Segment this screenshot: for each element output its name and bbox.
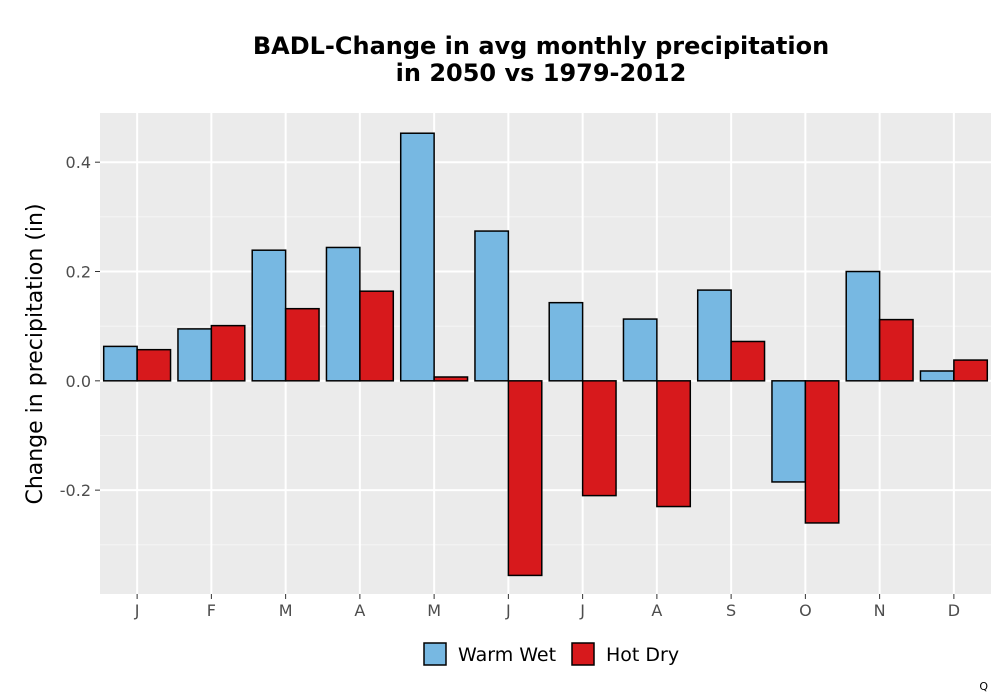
y-axis-title: Change in precipitation (in) (23, 203, 48, 504)
y-tick-label: 0.2 (66, 263, 91, 282)
minor-gridlines (100, 216, 991, 546)
chart-title-line-1: BADL-Change in avg monthly precipitation (253, 32, 829, 60)
bar-hot-dry-9 (804, 380, 840, 524)
bar-hot-dry-2 (284, 307, 320, 382)
y-axis: -0.2 0.0 0.2 0.4 (60, 153, 100, 500)
plot-panel (100, 113, 991, 594)
x-tick-label: S (726, 601, 736, 620)
caption: Q (979, 680, 988, 693)
legend-key-hot-dry (571, 642, 595, 666)
bar-hot-dry-0 (136, 348, 172, 382)
bar-warm-wet-1 (177, 328, 213, 382)
legend: Warm Wet Hot Dry (423, 642, 679, 666)
bar-hot-dry-6 (581, 380, 617, 497)
bar-hot-dry-4 (433, 376, 469, 382)
y-tick-label: 0.0 (66, 372, 91, 391)
bars (102, 132, 989, 577)
bar-warm-wet-5 (474, 230, 510, 382)
x-tick-label: M (279, 601, 293, 620)
x-tick-label: O (799, 601, 812, 620)
legend-label: Warm Wet (458, 644, 556, 666)
bar-hot-dry-1 (210, 324, 246, 382)
bar-warm-wet-8 (696, 289, 732, 382)
bar-warm-wet-9 (771, 380, 807, 483)
bar-hot-dry-8 (730, 340, 766, 382)
bar-warm-wet-4 (399, 132, 435, 382)
bar-warm-wet-0 (102, 345, 138, 382)
bar-hot-dry-7 (656, 380, 692, 508)
x-tick-label: J (505, 601, 511, 620)
legend-label: Hot Dry (606, 644, 679, 666)
x-tick-label: D (948, 601, 960, 620)
bar-warm-wet-11 (919, 370, 955, 382)
x-tick-label: J (134, 601, 140, 620)
legend-key-warm-wet (423, 642, 447, 666)
x-tick-label: N (874, 601, 886, 620)
x-tick-label: F (207, 601, 216, 620)
x-tick-label: A (651, 601, 662, 620)
x-tick-label: J (579, 601, 585, 620)
bar-warm-wet-7 (622, 318, 658, 382)
bar-warm-wet-2 (251, 249, 287, 382)
y-tick-label: -0.2 (60, 481, 91, 500)
bar-hot-dry-11 (953, 359, 989, 382)
chart-title-line-2: in 2050 vs 1979-2012 (396, 59, 687, 87)
x-tick-label: M (427, 601, 441, 620)
bar-warm-wet-6 (548, 301, 584, 382)
bar-warm-wet-10 (845, 270, 881, 382)
bar-hot-dry-5 (507, 380, 543, 577)
bar-hot-dry-10 (878, 318, 914, 382)
y-tick-label: 0.4 (66, 153, 91, 172)
bar-warm-wet-3 (325, 246, 361, 382)
bar-hot-dry-3 (359, 290, 395, 382)
x-tick-label: A (354, 601, 365, 620)
